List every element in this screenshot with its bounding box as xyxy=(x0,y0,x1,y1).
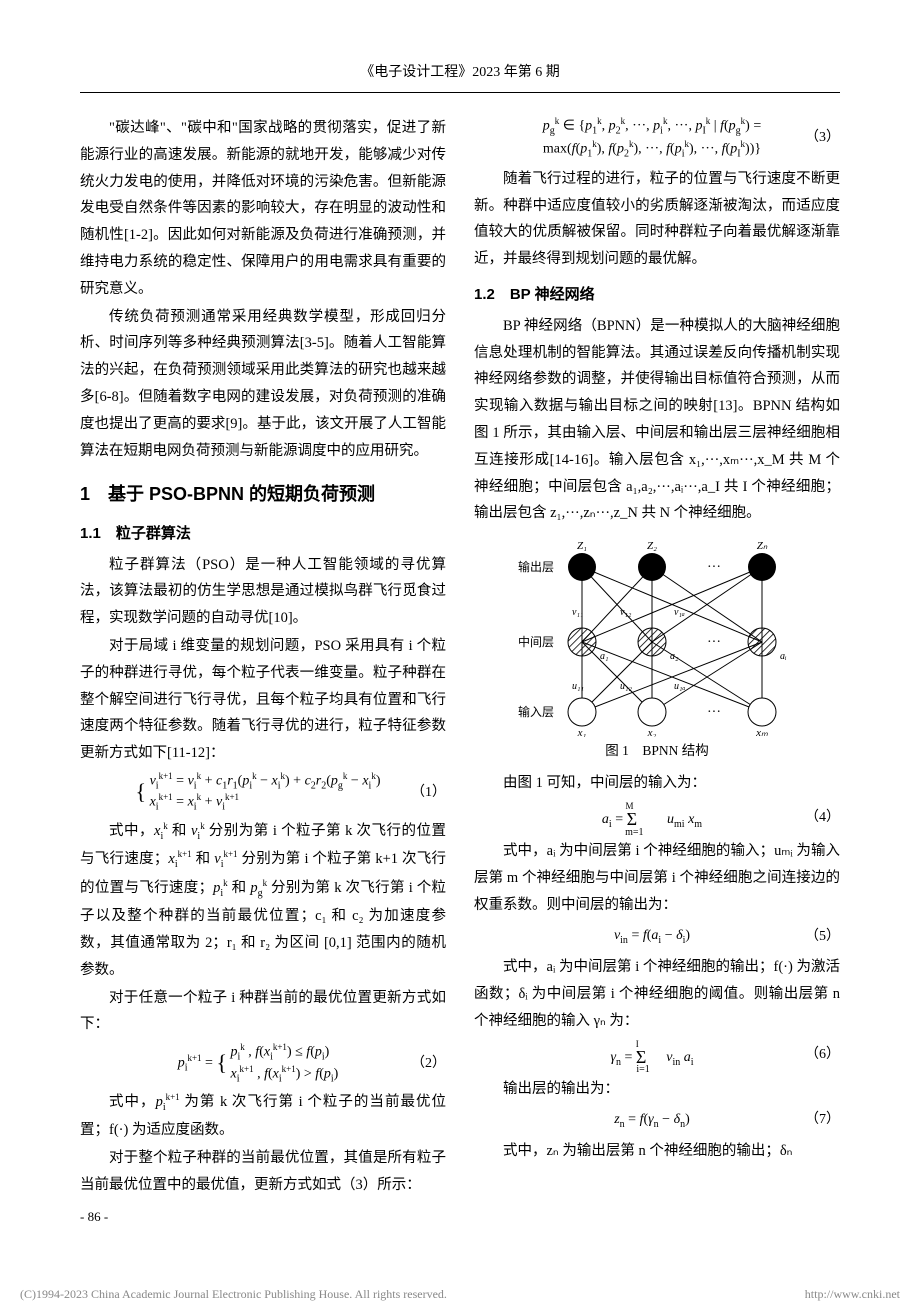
para-output: 输出层的输出为： xyxy=(474,1076,840,1103)
para-pso-summary: 随着飞行过程的进行，粒子的位置与飞行速度不断更新。种群中适应度值较小的劣质解逐渐… xyxy=(474,166,840,273)
subsection-1-2-title: 1.2 BP 神经网络 xyxy=(474,281,840,309)
equation-5-body: vin = f(ai − δi) xyxy=(502,923,802,950)
para-pbest: 对于任意一个粒子 i 种群当前的最优位置更新方式如下： xyxy=(80,985,446,1039)
footer-url: http://www.cnki.net xyxy=(805,1283,900,1305)
para-hidden-input: 由图 1 可知，中间层的输入为： xyxy=(474,770,840,797)
equation-3: pgk ∈ {p1k, p2k, ···, pik, ···, pIk | f(… xyxy=(502,115,840,162)
page-header: 《电子设计工程》2023 年第 6 期 xyxy=(80,60,840,93)
para-gbest: 对于整个粒子种群的当前最优位置，其值是所有粒子当前最优位置中的最优值，更新方式如… xyxy=(80,1145,446,1199)
svg-text:···: ··· xyxy=(707,705,721,720)
equation-4: ai = Σm=1M umi xm （4） xyxy=(502,801,840,834)
bpnn-diagram-svg: 输出层 中间层 输入层 ··· Z₁ Z₂ xyxy=(502,537,812,737)
section-1-title: 1 基于 PSO-BPNN 的短期负荷预测 xyxy=(80,478,446,511)
svg-text:x₁: x₁ xyxy=(577,727,587,737)
equation-5-num: （5） xyxy=(802,924,840,950)
para-eq7-explain: 式中，zₙ 为输出层第 n 个神经细胞的输出；δₙ xyxy=(474,1138,840,1165)
svg-text:u₁ₐ: u₁ₐ xyxy=(674,681,685,692)
content-columns: "碳达峰"、"碳中和"国家战略的贯彻落实，促进了新能源行业的高速发展。新能源的就… xyxy=(80,115,840,1199)
svg-text:Z₁: Z₁ xyxy=(577,540,587,552)
para-eq2-explain: 式中，pik+1 为第 k 次飞行第 i 个粒子的当前最优位置；f(·) 为适应… xyxy=(80,1089,446,1144)
para-eq5-explain: 式中，aᵢ 为中间层第 i 个神经细胞的输出；f(·) 为激活函数；δᵢ 为中间… xyxy=(474,954,840,1034)
equation-2-body: pik+1 = { pik , f(xik+1) ≤ f(pi) xik+1 ,… xyxy=(108,1042,408,1085)
svg-text:v₁₁: v₁₁ xyxy=(572,607,583,618)
equation-6: γn = Σi=1I vin ai （6） xyxy=(502,1039,840,1072)
svg-text:v₁ₐ: v₁ₐ xyxy=(674,607,685,618)
equation-4-num: （4） xyxy=(802,805,840,831)
equation-7-body: zn = f(γn − δn) xyxy=(502,1107,802,1134)
para-intro-1: "碳达峰"、"碳中和"国家战略的贯彻落实，促进了新能源行业的高速发展。新能源的就… xyxy=(80,115,446,303)
svg-text:xₘ: xₘ xyxy=(755,727,768,737)
svg-text:Zₙ: Zₙ xyxy=(757,540,768,552)
svg-text:a₁: a₁ xyxy=(600,651,608,662)
para-bpnn-intro: BP 神经网络（BPNN）是一种模拟人的大脑神经细胞信息处理机制的智能算法。其通… xyxy=(474,313,840,528)
equation-3-num: （3） xyxy=(802,125,840,151)
equation-1-body: { vik+1 = vik + c1r1(pik − xik) + c2r2(p… xyxy=(108,771,408,814)
svg-text:输出层: 输出层 xyxy=(518,559,554,574)
equation-3-body: pgk ∈ {p1k, p2k, ···, pik, ···, pIk | f(… xyxy=(502,115,802,162)
svg-text:v₁₂: v₁₂ xyxy=(620,607,632,618)
equation-7: zn = f(γn − δn) （7） xyxy=(502,1107,840,1134)
svg-text:输入层: 输入层 xyxy=(518,704,554,719)
para-pso-2: 对于局域 i 维变量的规划问题，PSO 采用具有 i 个粒子的种群进行寻优，每个… xyxy=(80,633,446,767)
journal-title: 《电子设计工程》2023 年第 6 期 xyxy=(360,65,560,80)
svg-text:a₂: a₂ xyxy=(670,651,679,662)
svg-text:x₂: x₂ xyxy=(647,727,657,737)
svg-text:Z₂: Z₂ xyxy=(647,540,657,552)
equation-6-num: （6） xyxy=(802,1042,840,1068)
svg-text:u₁₂: u₁₂ xyxy=(620,681,632,692)
para-pso-1: 粒子群算法（PSO）是一种人工智能领域的寻优算法，该算法最初的仿生学思想是通过模… xyxy=(80,552,446,632)
equation-2: pik+1 = { pik , f(xik+1) ≤ f(pi) xik+1 ,… xyxy=(108,1042,446,1085)
footer-copyright: (C)1994-2023 China Academic Journal Elec… xyxy=(20,1287,447,1301)
svg-text:···: ··· xyxy=(707,635,721,650)
svg-text:···: ··· xyxy=(707,560,721,575)
equation-2-num: （2） xyxy=(408,1051,446,1077)
equation-1-num: （1） xyxy=(408,780,446,806)
para-eq1-explain: 式中，xik 和 vik 分别为第 i 个粒子第 k 次飞行的位置与飞行速度；x… xyxy=(80,818,446,984)
figure-1-caption: 图 1 BPNN 结构 xyxy=(474,739,840,764)
figure-1: 输出层 中间层 输入层 ··· Z₁ Z₂ xyxy=(474,537,840,764)
svg-text:aᵢ: aᵢ xyxy=(780,651,787,662)
page-number: - 86 - xyxy=(80,1205,840,1229)
para-intro-2: 传统负荷预测通常采用经典数学模型，形成回归分析、时间序列等多种经典预测算法[3-… xyxy=(80,304,446,465)
equation-4-body: ai = Σm=1M umi xm xyxy=(502,801,802,834)
subsection-1-1-title: 1.1 粒子群算法 xyxy=(80,520,446,548)
para-eq4-explain: 式中，aᵢ 为中间层第 i 个神经细胞的输入；uₘᵢ 为输入层第 m 个神经细胞… xyxy=(474,838,840,918)
svg-text:u₁₁: u₁₁ xyxy=(572,681,584,692)
page-footer: (C)1994-2023 China Academic Journal Elec… xyxy=(0,1269,920,1313)
equation-7-num: （7） xyxy=(802,1107,840,1133)
equation-5: vin = f(ai − δi) （5） xyxy=(502,923,840,950)
equation-6-body: γn = Σi=1I vin ai xyxy=(502,1039,802,1072)
svg-text:中间层: 中间层 xyxy=(518,634,554,649)
equation-1: { vik+1 = vik + c1r1(pik − xik) + c2r2(p… xyxy=(108,771,446,814)
